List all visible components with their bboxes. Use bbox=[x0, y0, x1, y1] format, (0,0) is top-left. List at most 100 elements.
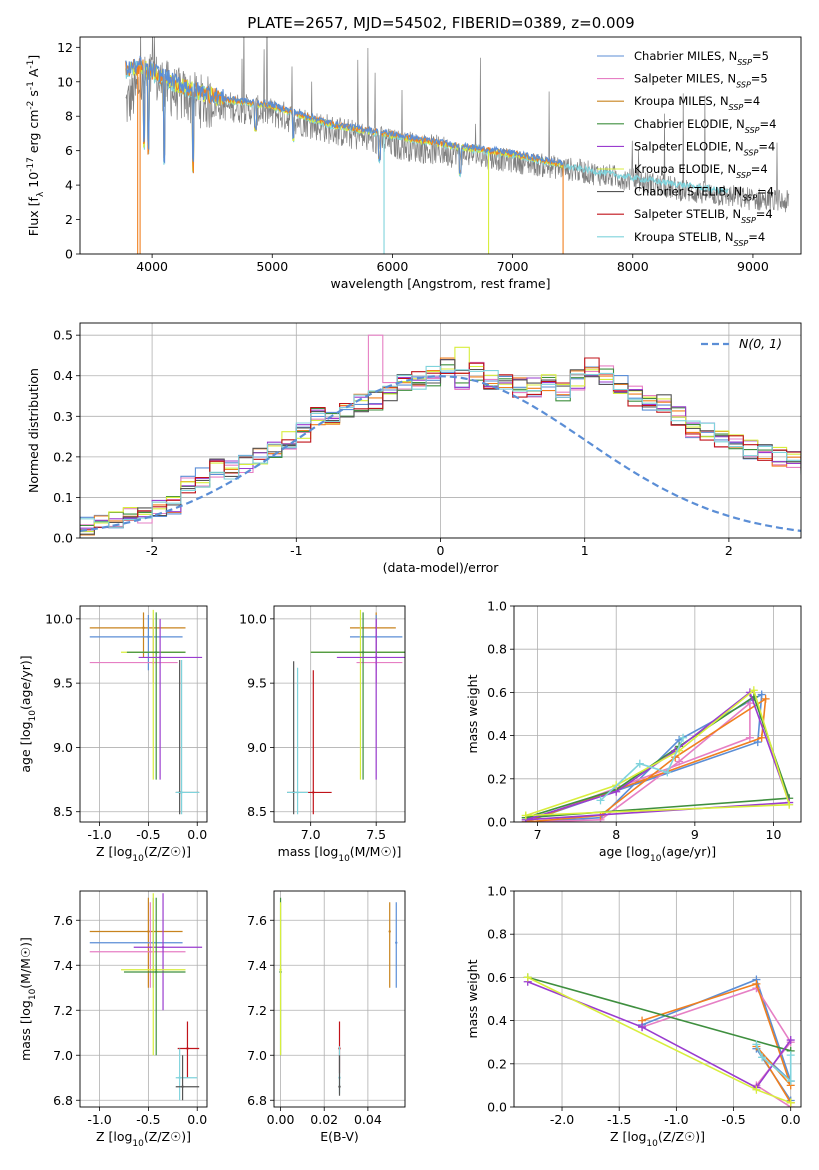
panel-residuals: -2 -1 0 1 2 0.0 0.1 0.2 0.3 0.4 0.5 (data-model)/er… bbox=[26, 322, 802, 575]
weight-marker bbox=[785, 800, 794, 809]
legend-entry: Salpeter STELIB, NSSP=4 bbox=[634, 207, 773, 225]
x-axis-label: Z [log10(Z/Z☉)] bbox=[96, 844, 191, 864]
axes-frame bbox=[513, 605, 802, 823]
axes-frame bbox=[273, 605, 406, 823]
panel-age-vs-z: -1.0 -0.5 0.08.59.09.510.0Z [log10(Z/Z☉)]a… bbox=[18, 605, 208, 864]
x-axis-label: Z [log10(Z/Z☉)] bbox=[610, 1129, 705, 1149]
x-tick-label: 8 bbox=[612, 827, 620, 842]
legend-entry: Kroupa MILES, NSSP=4 bbox=[634, 94, 760, 112]
data-point bbox=[338, 1085, 341, 1088]
weight-marker bbox=[758, 1053, 767, 1062]
label-part: age [ bbox=[18, 741, 33, 773]
weight-marker bbox=[745, 733, 754, 742]
x-tick-label: -1.5 bbox=[607, 1112, 631, 1127]
weight-marker bbox=[752, 1040, 761, 1049]
legend-text: Salpeter MILES, N bbox=[634, 72, 736, 86]
legend-entry: Kroupa ELODIE, NSSP=4 bbox=[634, 162, 768, 180]
y-tick-label: 0.0 bbox=[53, 531, 73, 546]
plot-area bbox=[514, 606, 801, 822]
label-part: log bbox=[18, 1000, 33, 1019]
x-tick-label: -0.5 bbox=[136, 1112, 160, 1127]
x-tick-label: 0.0 bbox=[187, 827, 207, 842]
x-tick-label: 1 bbox=[581, 543, 589, 558]
weight-marker bbox=[596, 796, 605, 805]
data-point bbox=[147, 635, 150, 639]
legend-entry: Chabrier ELODIE, NSSP=4 bbox=[634, 117, 776, 135]
panel-spectrum: 4000 5000 6000 7000 8000 9000 0 2 4 6 8 10 12 wavelen… bbox=[26, 36, 802, 291]
x-tick-label: -1.0 bbox=[87, 827, 111, 842]
model-spectrum-line bbox=[125, 57, 563, 174]
label-part: Z [ bbox=[96, 844, 113, 859]
weight-series-line bbox=[525, 695, 791, 819]
label-part: log bbox=[319, 844, 338, 859]
plot-area bbox=[80, 606, 207, 822]
plot-area bbox=[80, 891, 207, 1107]
legend-sub: SSP bbox=[741, 216, 756, 225]
label-part: s bbox=[26, 90, 41, 101]
label-part: λ bbox=[36, 191, 46, 197]
x-tick-label: 0.0 bbox=[781, 1112, 801, 1127]
y-tick-label: 7.2 bbox=[53, 1003, 73, 1018]
weight-marker bbox=[786, 1077, 795, 1086]
axes-frame bbox=[79, 890, 208, 1108]
x-axis-label: wavelength [Angstrom, rest frame] bbox=[330, 276, 550, 291]
plot-area bbox=[274, 891, 405, 1107]
data-point bbox=[395, 941, 398, 944]
axes-frame bbox=[513, 890, 802, 1108]
axes-frame bbox=[79, 36, 802, 255]
label-part: (Z/Z☉)] bbox=[658, 1129, 705, 1144]
y-tick-label: 2 bbox=[65, 212, 73, 227]
weight-series-line bbox=[527, 980, 792, 1089]
label-part: Z [ bbox=[96, 1129, 113, 1144]
x-axis-label: (data-model)/error bbox=[383, 560, 500, 575]
residual-histogram bbox=[80, 346, 801, 533]
y-tick-label: 0.8 bbox=[487, 927, 507, 942]
weight-marker bbox=[523, 973, 532, 982]
label-part: Z [ bbox=[610, 1129, 627, 1144]
label-part: -1 bbox=[26, 81, 36, 90]
y-tick-label: 9.5 bbox=[247, 676, 267, 691]
label-part: log bbox=[113, 844, 132, 859]
x-axis-label: E(B-V) bbox=[320, 1129, 359, 1144]
y-tick-label: 0.6 bbox=[487, 970, 507, 985]
label-part: (M/M☉)] bbox=[18, 937, 33, 989]
x-tick-label: 9000 bbox=[737, 259, 769, 274]
data-point bbox=[388, 930, 391, 933]
data-point bbox=[181, 1085, 184, 1088]
y-tick-label: 0.0 bbox=[487, 1100, 507, 1115]
weight-marker bbox=[745, 699, 754, 708]
legend-sub: SSP bbox=[736, 80, 751, 89]
weight-marker bbox=[749, 686, 758, 695]
y-tick-label: 0 bbox=[65, 247, 73, 262]
label-part: -17 bbox=[26, 157, 36, 172]
x-tick-label: -1 bbox=[290, 543, 302, 558]
x-tick-label: -2.0 bbox=[550, 1112, 574, 1127]
weight-series-line bbox=[525, 688, 791, 817]
label-part: 10 bbox=[28, 988, 38, 1000]
label-part: Normed distribution bbox=[26, 368, 41, 493]
y-tick-label: 0.2 bbox=[487, 771, 507, 786]
data-point bbox=[312, 791, 315, 794]
label-part: age [ bbox=[599, 844, 631, 859]
y-tick-label: 1.0 bbox=[487, 884, 507, 899]
weight-marker bbox=[752, 1085, 761, 1094]
legend-entry: Kroupa STELIB, NSSP=4 bbox=[634, 230, 765, 248]
legend-tail: =4 bbox=[748, 230, 765, 244]
legend-tail: =5 bbox=[751, 72, 768, 86]
label-part: log bbox=[627, 1129, 646, 1144]
y-axis-label: Normed distribution bbox=[26, 368, 41, 493]
x-tick-label: 9 bbox=[691, 827, 699, 842]
label-part: ] bbox=[26, 55, 41, 60]
legend-entry: Salpeter MILES, NSSP=5 bbox=[634, 72, 768, 90]
weight-marker bbox=[786, 1051, 795, 1060]
weight-marker bbox=[786, 1036, 795, 1045]
axes-frame bbox=[273, 890, 406, 1108]
label-part: mass weight bbox=[465, 959, 480, 1038]
legend-tail: =4 bbox=[751, 162, 768, 176]
y-tick-label: 1.0 bbox=[487, 599, 507, 614]
data-point bbox=[158, 656, 162, 659]
y-tick-label: 7.6 bbox=[247, 913, 267, 928]
panel-mass-vs-ebv: 0.00 0.02 0.04 6.8 7.0 7.2 7.4 7.6 E(B-V) bbox=[247, 890, 406, 1144]
legend-entry: Chabrier MILES, NSSP=5 bbox=[634, 49, 769, 67]
